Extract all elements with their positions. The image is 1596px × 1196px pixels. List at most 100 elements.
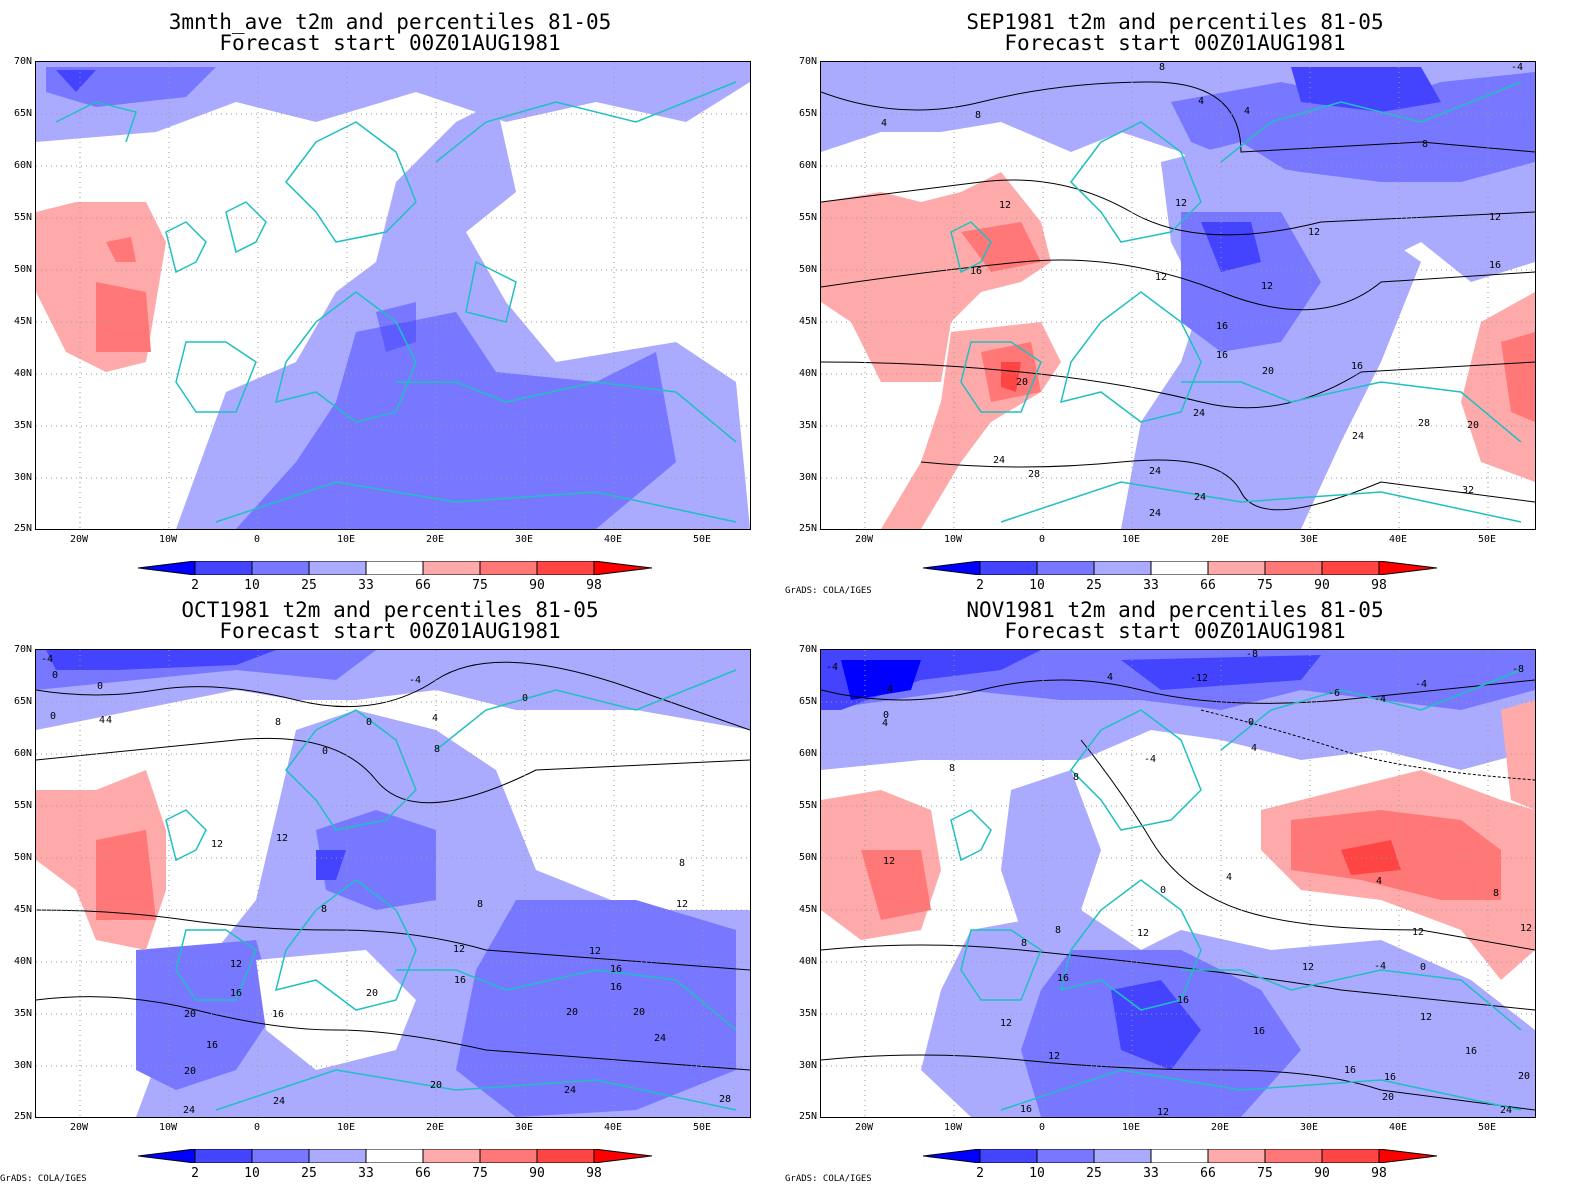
contour-label: 20 <box>366 988 378 999</box>
lat-label: 25N <box>13 1111 32 1122</box>
contour-label: 12 <box>1155 272 1167 283</box>
lon-label: 20E <box>425 1122 445 1133</box>
lon-label: 20E <box>1210 1122 1230 1133</box>
contour-label: 12 <box>1412 927 1424 938</box>
contour-label: 20 <box>1382 1092 1394 1103</box>
contour-label: 0 <box>883 710 889 721</box>
contour-label: 12 <box>211 839 223 850</box>
contour-label: 12 <box>1420 1012 1432 1023</box>
panel-subtitle: Forecast start 00Z01AUG1981 <box>1004 31 1346 55</box>
contour-label: -4 <box>1374 694 1386 705</box>
colorbar-label: 10 <box>244 578 260 593</box>
contour-label: 12 <box>1175 198 1187 209</box>
colorbar <box>923 561 1437 575</box>
contour-label: 4 <box>1226 872 1232 883</box>
lon-label: 50E <box>692 1122 712 1133</box>
contour-label: 12 <box>1137 928 1149 939</box>
contour-label: 4 <box>881 118 887 129</box>
map-panel-nov: NOV1981 t2m and percentiles 81-05 Foreca… <box>785 588 1565 1188</box>
lat-label: 40N <box>13 368 32 379</box>
lon-label: 0 <box>1038 1122 1046 1133</box>
colorbar-label: 33 <box>1143 1166 1159 1181</box>
lon-label: 10W <box>943 534 963 545</box>
panel-subtitle: Forecast start 00Z01AUG1981 <box>219 619 561 643</box>
colorbar <box>138 1149 652 1163</box>
contour-label: 20 <box>1467 420 1479 431</box>
lon-label: 10E <box>1121 534 1141 545</box>
colorbar-label: 75 <box>472 578 488 593</box>
map-panel-oct: OCT1981 t2m and percentiles 81-05 Foreca… <box>0 588 780 1188</box>
contour-label: 12 <box>883 856 895 867</box>
contour-label: 12 <box>1261 281 1273 292</box>
colorbar-label: 10 <box>1029 1166 1045 1181</box>
lon-label: 0 <box>253 534 261 545</box>
colorbar-label: 2 <box>976 1166 984 1181</box>
panel-subtitle: Forecast start 00Z01AUG1981 <box>219 31 561 55</box>
contour-label: 16 <box>230 988 242 999</box>
lat-label: 45N <box>13 316 32 327</box>
colorbar-label: 90 <box>1314 578 1330 593</box>
lon-label: 20W <box>854 1122 874 1133</box>
contour-label: 16 <box>454 975 466 986</box>
contour-label: -8 <box>1246 650 1258 660</box>
contour-label: 8 <box>1493 888 1499 899</box>
contour-label: 8 <box>1055 925 1061 936</box>
contour-label: 4 <box>1244 106 1250 117</box>
colorbar-label: 10 <box>244 1166 260 1181</box>
contour-label: 16 <box>1216 350 1228 361</box>
lat-label: 60N <box>798 160 817 171</box>
colorbar-label: 10 <box>1029 578 1045 593</box>
contour-label: 16 <box>1020 1104 1032 1115</box>
contour-label: 28 <box>1418 418 1430 429</box>
contour-label: 8 <box>1021 938 1027 949</box>
contour-label: 12 <box>453 944 465 955</box>
grads-credit: GrADS: COLA/IGES <box>0 1174 87 1184</box>
contour-label: 24 <box>654 1033 666 1044</box>
lat-label: 45N <box>798 904 817 915</box>
contour-label: 0 <box>52 670 58 681</box>
contour-label: 12 <box>589 946 601 957</box>
contour-label: 0 <box>1420 962 1426 973</box>
contour-label: 12 <box>276 833 288 844</box>
lat-label: 30N <box>13 472 32 483</box>
contour-label: 8 <box>975 110 981 121</box>
lat-label: 55N <box>798 212 817 223</box>
contour-label: 32 <box>1462 485 1474 496</box>
lon-label: 30E <box>514 534 534 545</box>
map-panel-sep: SEP1981 t2m and percentiles 81-05 Foreca… <box>785 0 1565 596</box>
lat-label: 55N <box>13 212 32 223</box>
lon-label: 50E <box>692 534 712 545</box>
lat-label: 35N <box>13 420 32 431</box>
contour-label: -4 <box>409 675 421 686</box>
contour-label: 4 <box>106 715 112 726</box>
contour-label: 20 <box>633 1007 645 1018</box>
lat-label: 45N <box>798 316 817 327</box>
contour-label: 0 <box>322 746 328 757</box>
map-plot: -4 4 0 -4 -12 -8 -8 -4 -4 -6 0 4 4 -4 8 … <box>820 649 1536 1118</box>
panel-title: SEP1981 t2m and percentiles 81-05 <box>966 10 1384 34</box>
grads-credit: GrADS: COLA/IGES <box>785 1174 872 1184</box>
lon-label: 10E <box>1121 1122 1141 1133</box>
contour-label: 12 <box>1000 1018 1012 1029</box>
lon-label: 0 <box>1038 534 1046 545</box>
contour-label: 12 <box>1308 227 1320 238</box>
lat-label: 60N <box>13 748 32 759</box>
lon-label: 20E <box>1210 534 1230 545</box>
contour-label: 16 <box>970 266 982 277</box>
map-plot: -4 0 0 4 -4 0 8 4 0 8 0 12 12 8 8 8 12 1… <box>35 649 751 1118</box>
panel-title: 3mnth_ave t2m and percentiles 81-05 <box>168 10 612 34</box>
contour-label: 16 <box>1344 1065 1356 1076</box>
contour-label: 24 <box>993 455 1005 466</box>
contour-label: 8 <box>1159 62 1165 73</box>
lon-label: 20W <box>69 534 89 545</box>
contour-label: 16 <box>206 1040 218 1051</box>
contour-label: 20 <box>184 1066 196 1077</box>
contour-label: -6 <box>1328 688 1340 699</box>
contour-label: 4 <box>882 718 888 729</box>
lat-label: 45N <box>13 904 32 915</box>
lat-label: 50N <box>798 264 817 275</box>
lat-label: 35N <box>13 1008 32 1019</box>
contour-label: 8 <box>434 744 440 755</box>
contour-label: 24 <box>1149 466 1161 477</box>
contour-label: 12 <box>1048 1051 1060 1062</box>
